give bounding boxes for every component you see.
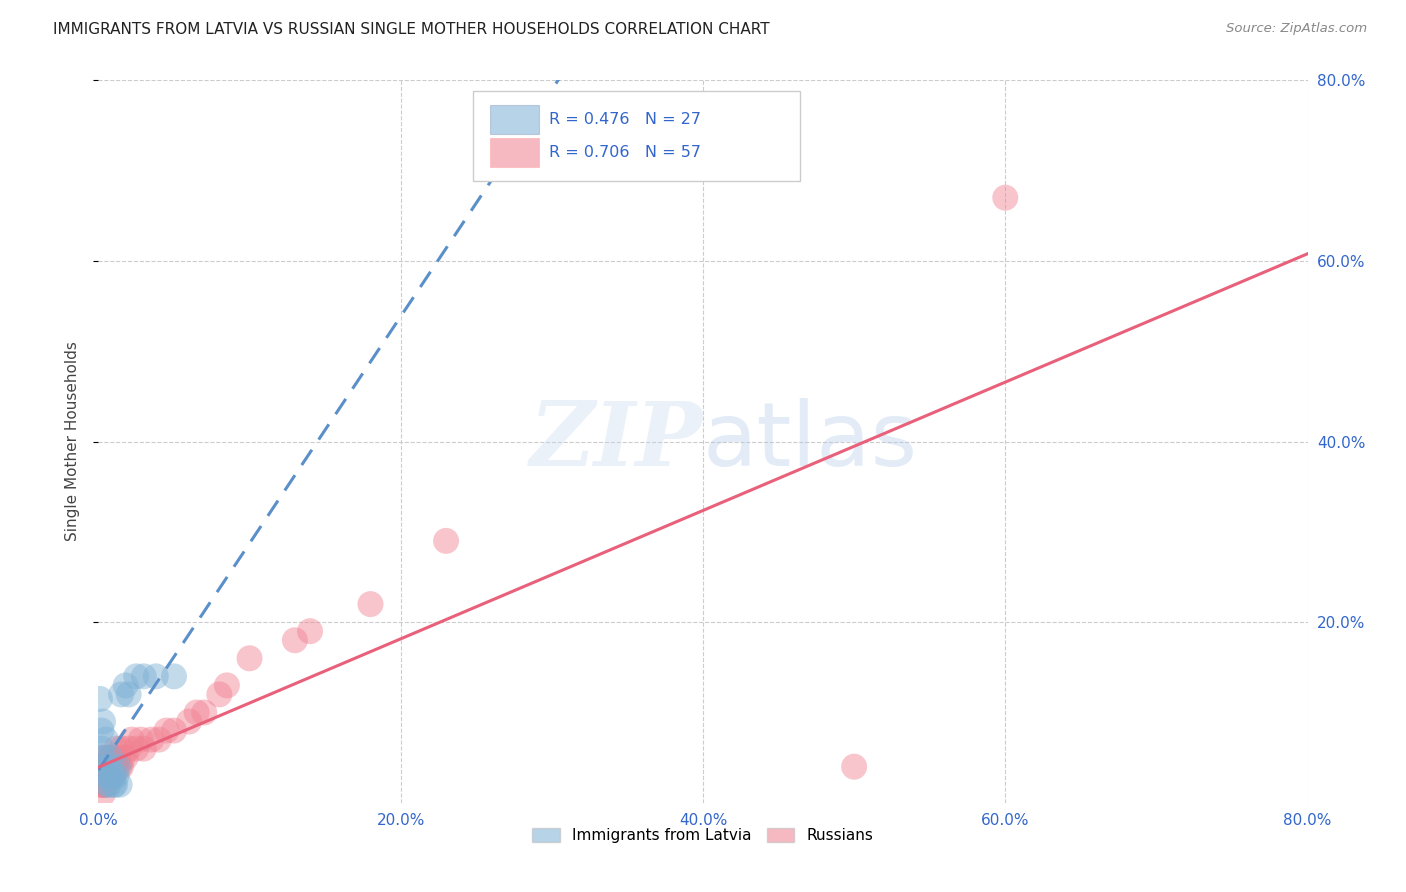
Point xyxy=(129,732,152,747)
Point xyxy=(114,750,136,764)
Point xyxy=(90,778,112,792)
Point xyxy=(179,714,201,729)
FancyBboxPatch shape xyxy=(491,138,538,167)
Point xyxy=(100,769,122,783)
Point xyxy=(239,651,262,665)
Point xyxy=(90,769,112,783)
Point xyxy=(93,769,115,783)
Point xyxy=(96,769,118,783)
Point xyxy=(193,706,215,720)
Point xyxy=(89,760,111,774)
Text: R = 0.476   N = 27: R = 0.476 N = 27 xyxy=(550,112,702,127)
Point xyxy=(215,678,238,692)
Point xyxy=(91,750,114,764)
Point xyxy=(105,769,128,783)
Point xyxy=(186,706,208,720)
Point xyxy=(107,750,129,764)
Point xyxy=(284,633,307,648)
Point xyxy=(155,723,177,738)
Point xyxy=(103,769,125,783)
Point xyxy=(96,760,118,774)
Point xyxy=(91,787,114,801)
Point xyxy=(94,750,117,764)
Point xyxy=(111,750,134,764)
Point xyxy=(105,760,128,774)
Point xyxy=(96,778,118,792)
Point xyxy=(103,778,125,792)
Point xyxy=(110,687,132,701)
Point xyxy=(208,687,231,701)
Point xyxy=(91,769,114,783)
Point xyxy=(145,669,167,683)
Point xyxy=(89,769,111,783)
Point xyxy=(98,760,121,774)
Point xyxy=(90,741,112,756)
Text: Source: ZipAtlas.com: Source: ZipAtlas.com xyxy=(1226,22,1367,36)
Point xyxy=(360,597,382,611)
Point xyxy=(94,732,117,747)
Point xyxy=(121,732,143,747)
Point xyxy=(844,760,866,774)
Point xyxy=(104,760,127,774)
Text: IMMIGRANTS FROM LATVIA VS RUSSIAN SINGLE MOTHER HOUSEHOLDS CORRELATION CHART: IMMIGRANTS FROM LATVIA VS RUSSIAN SINGLE… xyxy=(53,22,770,37)
Point xyxy=(101,760,124,774)
Point xyxy=(132,741,155,756)
Point xyxy=(107,760,129,774)
Point xyxy=(163,669,186,683)
Point xyxy=(100,750,122,764)
Point xyxy=(108,778,131,792)
Point xyxy=(125,741,148,756)
Point xyxy=(132,669,155,683)
Point xyxy=(114,678,136,692)
Point xyxy=(101,769,124,783)
Point xyxy=(93,760,115,774)
Point xyxy=(163,723,186,738)
Point xyxy=(103,750,125,764)
Point xyxy=(105,741,128,756)
Point xyxy=(93,778,115,792)
Point xyxy=(101,769,124,783)
Text: R = 0.706   N = 57: R = 0.706 N = 57 xyxy=(550,145,702,160)
Point xyxy=(91,714,114,729)
Point xyxy=(110,760,132,774)
Point xyxy=(100,750,122,764)
Point xyxy=(90,750,112,764)
Point xyxy=(94,769,117,783)
Point xyxy=(141,732,163,747)
Legend: Immigrants from Latvia, Russians: Immigrants from Latvia, Russians xyxy=(526,822,880,849)
Point xyxy=(103,769,125,783)
Point xyxy=(94,778,117,792)
Text: ZIP: ZIP xyxy=(530,399,703,484)
Point xyxy=(108,760,131,774)
Point xyxy=(994,191,1017,205)
Point xyxy=(96,769,118,783)
Point xyxy=(90,723,112,738)
Point xyxy=(98,769,121,783)
Point xyxy=(91,760,114,774)
Text: atlas: atlas xyxy=(703,398,918,485)
Point xyxy=(110,741,132,756)
Point xyxy=(98,760,121,774)
Point xyxy=(118,741,141,756)
Point xyxy=(148,732,170,747)
FancyBboxPatch shape xyxy=(474,91,800,181)
Y-axis label: Single Mother Households: Single Mother Households xyxy=(65,342,80,541)
Point xyxy=(104,778,127,792)
Point xyxy=(90,760,112,774)
Point xyxy=(89,692,111,706)
Point xyxy=(91,778,114,792)
Point xyxy=(94,769,117,783)
Point xyxy=(93,760,115,774)
Point xyxy=(125,669,148,683)
FancyBboxPatch shape xyxy=(491,105,538,134)
Point xyxy=(299,624,322,639)
Point xyxy=(118,687,141,701)
Point xyxy=(434,533,457,548)
Point xyxy=(98,778,121,792)
Point xyxy=(89,778,111,792)
